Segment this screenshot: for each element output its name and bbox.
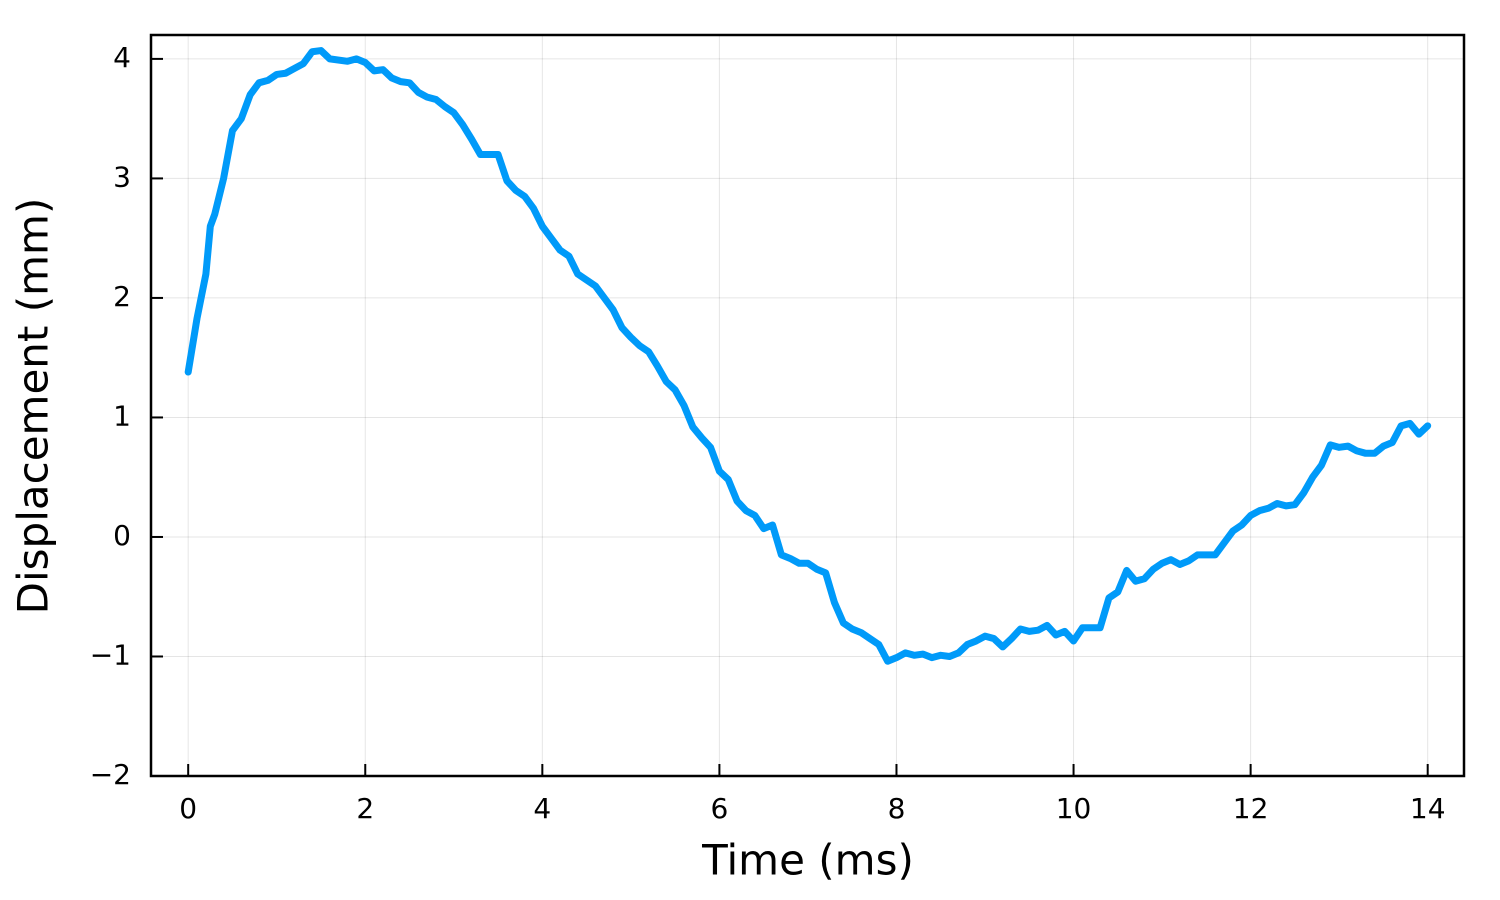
x-tick-label: 14 [1410,792,1446,825]
x-tick-label: 2 [356,792,374,825]
data-line [184,47,1432,665]
y-tick-label: 2 [113,280,131,313]
y-tick-label: 4 [113,41,131,74]
x-axis-label: Time (ms) [701,836,914,885]
x-tick-label: 6 [710,792,728,825]
x-tick-label: 0 [179,792,197,825]
x-tick-label: 8 [888,792,906,825]
y-tick-label: −1 [90,638,131,671]
y-tick-label: 1 [113,399,131,432]
y-tick-label: 0 [113,519,131,552]
y-tick-label: −2 [90,758,131,791]
plot-frame [149,33,1466,778]
y-axis-label: Displacement (mm) [9,198,58,615]
x-tick-label: 4 [533,792,551,825]
x-tick-label: 10 [1056,792,1092,825]
y-tick-label: 3 [113,160,131,193]
x-tick-label: 12 [1233,792,1269,825]
